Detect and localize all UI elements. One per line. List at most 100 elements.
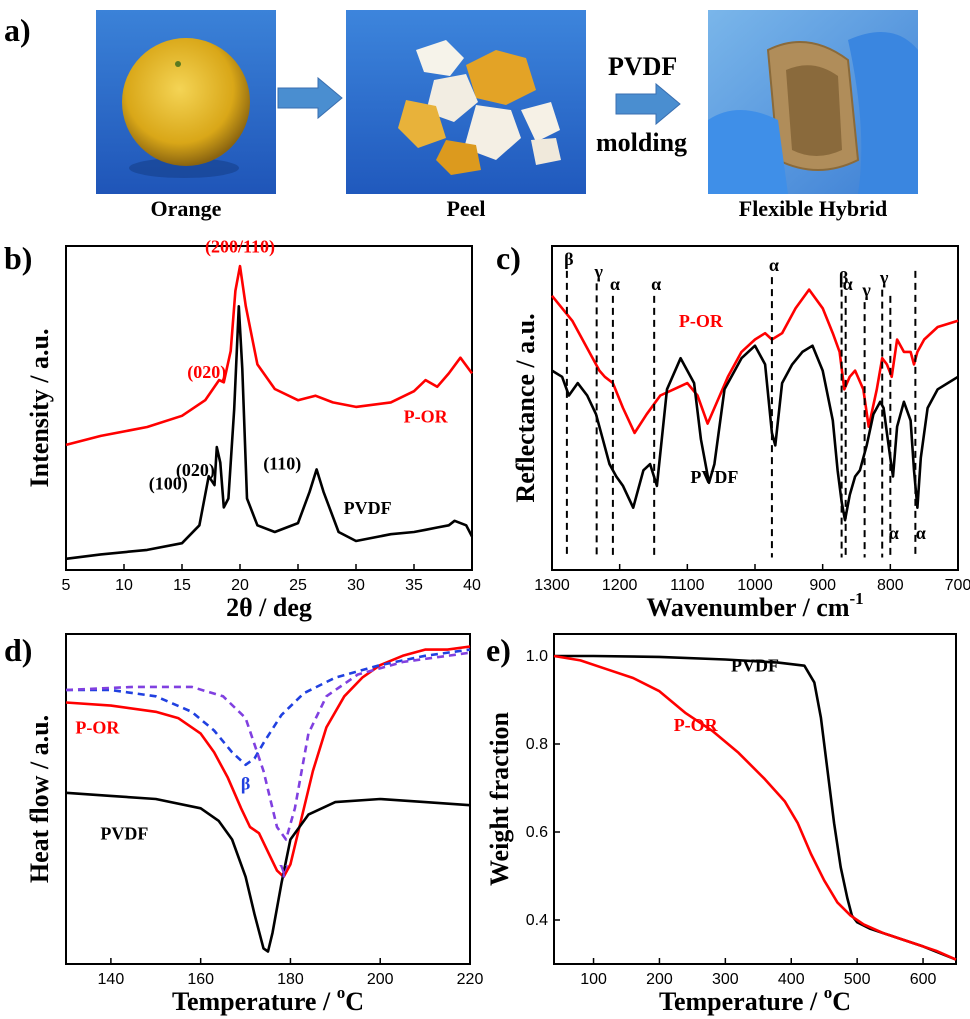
c-x-tick-label: 1300 <box>534 577 570 594</box>
c-band-marker-label: α <box>610 274 620 294</box>
b-x-tick-label: 5 <box>62 577 71 594</box>
panel-c-label: c) <box>496 240 521 276</box>
b-x-tick-label: 40 <box>463 577 481 594</box>
c-x-axis-label-sup: -1 <box>850 589 864 608</box>
flexible-hybrid-photo <box>708 10 918 194</box>
e-series-line-1 <box>553 654 957 961</box>
d-x-tick-label: 220 <box>457 971 484 988</box>
b-plot-frame <box>65 245 473 571</box>
c-x-axis-label-text: Wavenumber / cm <box>646 593 850 622</box>
e-y-tick-label: 0.6 <box>526 824 548 841</box>
c-x-tick-label: 800 <box>877 577 904 594</box>
panel-e-label: e) <box>486 632 511 668</box>
b-x-tick-label: 25 <box>289 577 307 594</box>
e-x-tick-label: 300 <box>712 971 739 988</box>
c-band-marker-label: γ <box>861 280 871 300</box>
arrow-2 <box>615 82 681 126</box>
b-x-axis-label: 2θ / deg <box>226 593 312 622</box>
b-annotation-2: P-OR <box>404 407 449 427</box>
e-y-tick-label: 1.0 <box>526 648 548 665</box>
c-band-marker-label: α <box>843 274 853 294</box>
e-x-tick-label: 200 <box>646 971 673 988</box>
b-annotation-3: (020) <box>176 460 215 481</box>
c-bottom-label: α <box>916 523 926 543</box>
b-series-line-0 <box>65 264 474 447</box>
c-x-tick-label: 700 <box>945 577 970 594</box>
e-y-axis-label: Weight fraction <box>485 711 514 886</box>
c-band-marker-label: α <box>769 255 779 275</box>
e-x-tick-label: 100 <box>580 971 607 988</box>
d-y-axis-label: Heat flow / a.u. <box>25 715 54 883</box>
chart-ftir: 1300 1200 1100 1000 900 800 700 Wavenumber / cm… <box>511 245 970 622</box>
b-series-line-1 <box>65 305 474 561</box>
c-annotation-1: PVDF <box>690 467 738 487</box>
c-x-tick-label: 1000 <box>737 577 773 594</box>
d-x-tick-label: 180 <box>277 971 304 988</box>
chart-xrd: 5 10 15 20 25 30 35 40 2θ / deg Intensity / a.u. (… <box>25 237 481 622</box>
molding-step-label: molding <box>596 128 688 157</box>
chart-dsc: 140 160 180 200 220 Temperature / oC Heat flow… <box>25 633 483 1016</box>
panel-a-label: a) <box>4 12 31 48</box>
e-y-tick-label: 0.8 <box>526 736 548 753</box>
e-x-axis-label-sup: o <box>824 983 833 1002</box>
c-band-marker-label: β <box>839 268 848 288</box>
d-x-tick-label: 200 <box>367 971 394 988</box>
d-annotation-0: P-OR <box>75 718 120 738</box>
c-band-marker-label: γ <box>593 261 603 281</box>
d-annotation-2: γ <box>279 858 289 878</box>
e-annotation-0: PVDF <box>731 655 779 675</box>
e-x-tick-label: 600 <box>910 971 937 988</box>
c-series-line-1 <box>551 344 959 522</box>
orange-photo <box>96 10 276 194</box>
d-x-axis-label-text: Temperature / <box>172 987 337 1016</box>
b-x-axis-label-text: 2θ / deg <box>226 593 312 622</box>
d-plot-frame <box>65 633 471 965</box>
c-band-marker-label: γ <box>879 268 889 288</box>
peel-caption: Peel <box>446 196 486 221</box>
c-annotation-0: P-OR <box>679 311 724 331</box>
d-x-axis-label: Temperature / oC <box>172 983 364 1016</box>
b-annotation-1: (020) <box>187 362 226 383</box>
e-x-tick-label: 400 <box>778 971 805 988</box>
e-x-axis-label-end: C <box>832 987 851 1016</box>
d-x-axis-label-sup: o <box>337 983 346 1002</box>
b-annotation-6: PVDF <box>344 498 392 518</box>
b-annotation-0: (200/110) <box>205 237 275 258</box>
b-x-tick-label: 15 <box>173 577 191 594</box>
peel-photo <box>346 10 586 194</box>
d-x-tick-label: 140 <box>98 971 125 988</box>
e-plot-frame <box>553 633 957 965</box>
b-x-tick-label: 10 <box>115 577 133 594</box>
b-annotation-4: (110) <box>263 453 301 474</box>
c-band-marker-label: α <box>651 274 661 294</box>
flexible-hybrid-caption: Flexible Hybrid <box>738 196 888 221</box>
d-x-axis-label-end: C <box>345 987 364 1016</box>
d-series-line-2 <box>66 648 471 767</box>
d-annotation-3: PVDF <box>100 823 148 843</box>
e-x-axis-label-text: Temperature / <box>659 987 824 1016</box>
e-y-tick-label: 0.4 <box>526 912 548 929</box>
b-y-axis-label: Intensity / a.u. <box>25 329 54 488</box>
panel-b-label: b) <box>4 240 33 276</box>
c-series-line-0 <box>550 288 959 435</box>
e-annotation-1: P-OR <box>674 715 719 735</box>
b-annotation-5: (100) <box>149 474 188 495</box>
c-x-axis-label: Wavenumber / cm-1 <box>646 589 863 622</box>
d-series-line-3 <box>65 651 471 841</box>
e-series-line-0 <box>554 654 957 961</box>
b-x-tick-label: 20 <box>231 577 249 594</box>
c-x-tick-label: 1200 <box>602 577 638 594</box>
pvdf-step-label: PVDF <box>608 52 678 81</box>
d-annotation-1: β <box>241 774 250 794</box>
e-x-axis-label: Temperature / oC <box>659 983 851 1016</box>
orange-caption: Orange <box>150 196 222 221</box>
b-x-tick-label: 35 <box>405 577 423 594</box>
c-band-marker-label: β <box>564 249 573 269</box>
c-x-tick-label: 1100 <box>670 577 705 594</box>
c-x-tick-label: 900 <box>809 577 836 594</box>
e-x-tick-label: 500 <box>844 971 871 988</box>
b-x-tick-label: 30 <box>347 577 365 594</box>
arrow-1 <box>277 76 343 120</box>
d-series-line-1 <box>65 791 471 953</box>
c-y-axis-label: Reflectance / a.u. <box>511 313 540 502</box>
